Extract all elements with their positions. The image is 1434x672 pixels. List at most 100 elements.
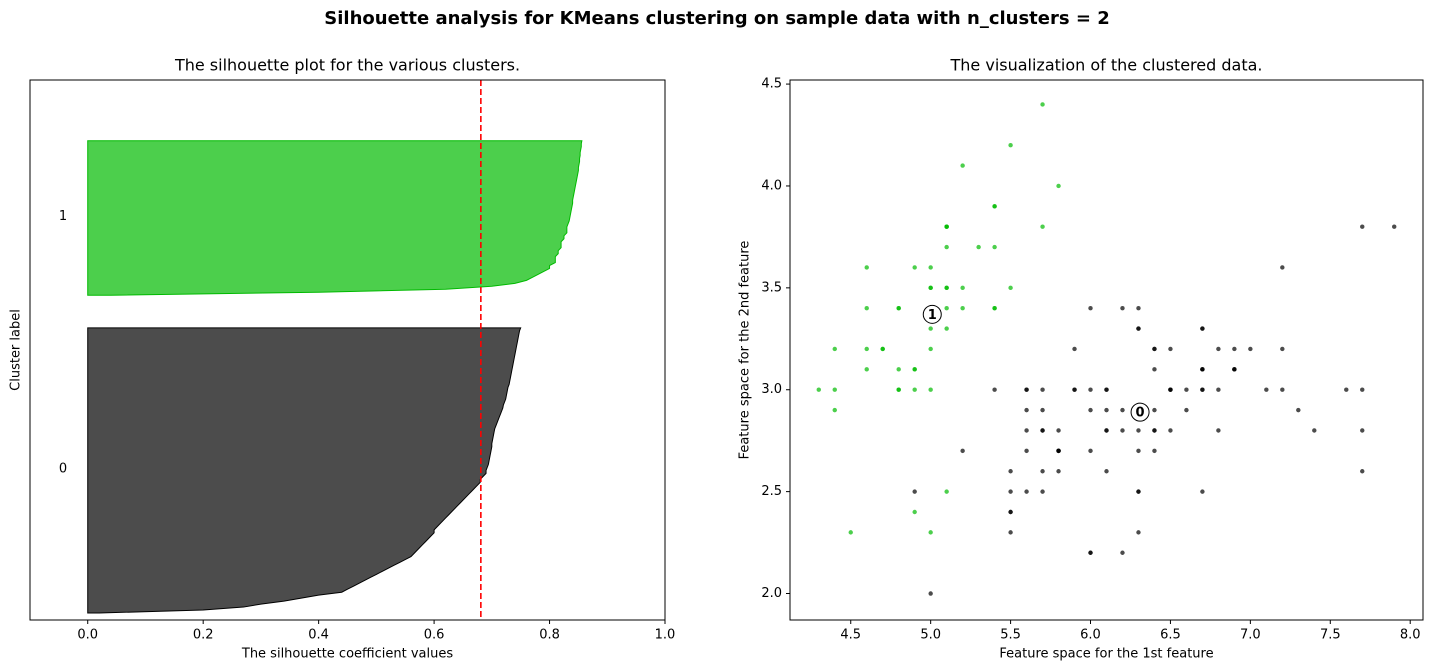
data-point — [832, 387, 837, 392]
data-point — [1136, 530, 1141, 535]
data-point — [912, 509, 917, 515]
y-axis-label: Feature space for the 2nd feature — [738, 241, 753, 460]
data-point — [1024, 428, 1029, 433]
data-point — [1040, 489, 1045, 494]
data-point — [1152, 428, 1157, 433]
x-tick-label: 7.5 — [1320, 628, 1341, 643]
data-point — [1008, 285, 1013, 291]
data-point — [864, 265, 869, 270]
data-point — [1088, 550, 1093, 555]
data-point — [880, 346, 885, 352]
data-point — [1200, 367, 1205, 372]
x-axis-label: Feature space for the 1st feature — [999, 647, 1213, 662]
data-point — [1040, 407, 1045, 413]
data-point — [1392, 224, 1397, 229]
data-point — [1024, 448, 1029, 454]
data-point — [1360, 428, 1365, 433]
data-point — [848, 530, 853, 535]
data-point — [928, 346, 933, 352]
data-point — [928, 387, 933, 392]
data-point — [1024, 387, 1029, 392]
x-tick-label: 4.5 — [840, 628, 861, 643]
data-point — [944, 285, 949, 291]
data-point — [1056, 183, 1061, 189]
data-point — [1104, 469, 1109, 474]
y-tick-label: 4.0 — [761, 178, 782, 193]
data-point — [1056, 448, 1061, 454]
data-point — [1184, 387, 1189, 392]
x-axis-label: The silhouette coefficient values — [241, 647, 453, 662]
data-point — [960, 163, 965, 168]
data-point — [912, 387, 917, 392]
data-point — [992, 244, 997, 250]
data-point — [1056, 469, 1061, 474]
data-point — [1248, 346, 1253, 352]
data-point — [1056, 428, 1061, 433]
data-point — [896, 306, 901, 311]
data-point — [1152, 407, 1157, 413]
data-point — [1200, 326, 1205, 331]
data-point — [1040, 428, 1045, 433]
data-point — [896, 367, 901, 372]
data-point — [928, 530, 933, 535]
x-tick-label: 0.6 — [424, 628, 445, 643]
center-label: 0 — [1136, 406, 1145, 421]
data-point — [912, 489, 917, 494]
data-point — [1280, 265, 1285, 270]
data-point — [1088, 387, 1093, 392]
data-point — [1312, 428, 1317, 433]
data-point — [1040, 224, 1045, 229]
data-point — [960, 448, 965, 454]
x-tick-label: 8.0 — [1400, 628, 1421, 643]
data-point — [1280, 387, 1285, 392]
data-point — [992, 387, 997, 392]
data-point — [1008, 469, 1013, 474]
data-point — [960, 285, 965, 291]
data-point — [1136, 306, 1141, 311]
data-point — [992, 204, 997, 209]
data-point — [928, 326, 933, 331]
data-point — [896, 387, 901, 392]
data-point — [1040, 102, 1045, 107]
data-point — [1184, 407, 1189, 413]
data-point — [1008, 489, 1013, 494]
data-point — [1008, 143, 1013, 148]
data-point — [912, 265, 917, 270]
data-point — [1136, 326, 1141, 331]
data-point — [944, 306, 949, 311]
data-point — [1024, 489, 1029, 494]
data-point — [1040, 469, 1045, 474]
x-tick-label: 6.5 — [1160, 628, 1181, 643]
data-point — [1344, 387, 1349, 392]
data-point — [1088, 306, 1093, 311]
data-point — [1360, 224, 1365, 229]
data-point — [1120, 407, 1125, 413]
data-point — [1104, 428, 1109, 433]
data-point — [864, 346, 869, 352]
cluster-center — [1130, 402, 1150, 422]
data-point — [1072, 387, 1077, 392]
data-point — [1088, 448, 1093, 454]
data-point — [928, 285, 933, 291]
axes-title: The silhouette plot for the various clus… — [174, 56, 520, 75]
data-point — [832, 346, 837, 352]
data-point — [1360, 387, 1365, 392]
y-tick-label: 3.0 — [761, 382, 782, 397]
plot-frame — [789, 79, 1424, 621]
data-point — [944, 326, 949, 331]
axes-title: The visualization of the clustered data. — [950, 56, 1263, 75]
data-point — [912, 367, 917, 372]
data-point — [1088, 407, 1093, 413]
x-tick-label: 1.0 — [655, 628, 676, 643]
x-tick-label: 7.0 — [1240, 628, 1261, 643]
x-tick-label: 0.0 — [77, 628, 98, 643]
y-tick-label: 3.5 — [761, 280, 782, 295]
data-point — [864, 306, 869, 311]
data-point — [1200, 489, 1205, 494]
y-axis-label: Cluster label — [9, 309, 24, 391]
data-point — [1040, 387, 1045, 392]
data-point — [1120, 550, 1125, 555]
points — [816, 102, 1397, 596]
data-point — [1072, 346, 1077, 352]
